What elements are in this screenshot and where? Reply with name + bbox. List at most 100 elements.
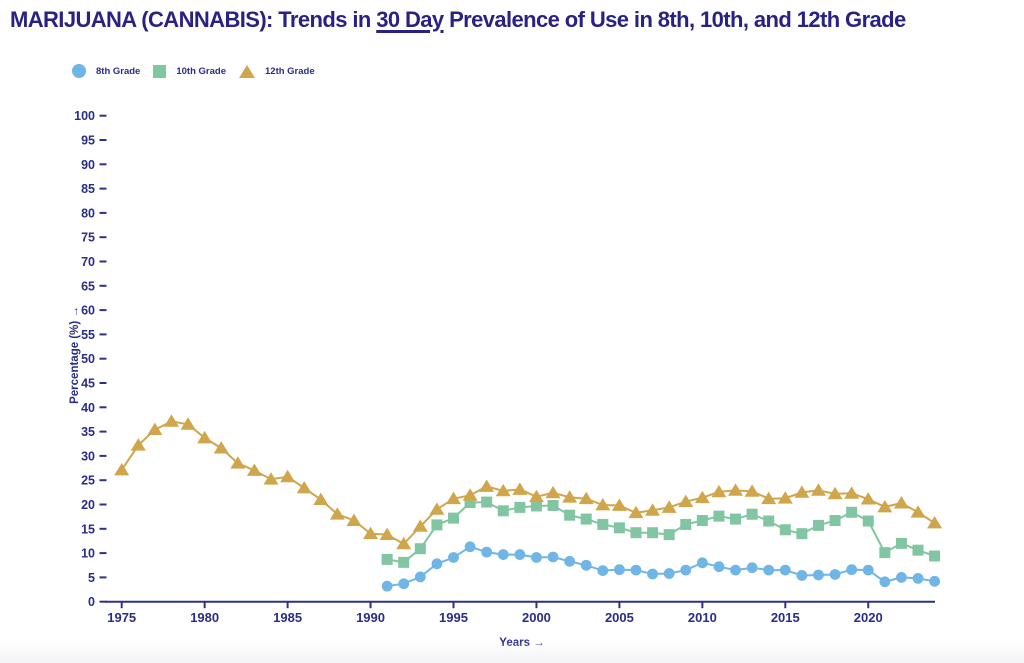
data-point-triangle <box>396 536 412 550</box>
data-point-triangle <box>446 491 461 505</box>
data-point-circle <box>431 558 443 570</box>
data-point-circle <box>514 549 526 560</box>
y-tick-label: 20 <box>81 498 95 512</box>
data-point-triangle <box>910 505 926 518</box>
data-point-triangle <box>711 484 727 498</box>
y-axis-label: Percentage (%) → <box>69 306 81 404</box>
legend-item-8th-grade: 8th Grade <box>72 64 140 78</box>
y-tick-label: 85 <box>81 182 95 196</box>
data-point-circle <box>597 565 609 576</box>
circle-marker-icon <box>72 64 86 78</box>
legend-item-12th-grade: 12th Grade <box>239 64 315 78</box>
data-point-circle <box>414 571 426 583</box>
x-tick-label: 1975 <box>107 610 136 625</box>
data-point-triangle <box>877 499 893 513</box>
data-point-triangle <box>827 486 843 500</box>
data-point-circle <box>862 564 874 576</box>
data-point-square <box>530 500 542 512</box>
chart-legend: 8th Grade 10th Grade 12th Grade <box>72 64 315 78</box>
data-point-circle <box>896 572 907 583</box>
data-point-circle <box>713 561 725 573</box>
data-point-triangle <box>280 469 296 483</box>
data-point-triangle <box>346 513 362 526</box>
x-tick-label: 2005 <box>605 610 634 625</box>
y-tick-label: 65 <box>81 279 95 293</box>
data-point-square <box>812 519 824 531</box>
data-point-square <box>829 515 841 527</box>
y-tick-label: 95 <box>81 134 95 148</box>
data-point-square <box>647 527 659 539</box>
data-point-triangle <box>213 441 229 454</box>
data-point-square <box>846 506 858 518</box>
data-point-triangle <box>645 503 661 516</box>
data-point-square <box>763 515 775 527</box>
data-point-square <box>431 519 443 531</box>
data-point-circle <box>680 564 692 576</box>
y-tick-label: 60 <box>81 304 95 318</box>
data-point-circle <box>696 557 708 569</box>
title-prefix: MARIJUANA (CANNABIS): Trends in <box>10 7 377 32</box>
y-tick-label: 75 <box>81 231 95 245</box>
data-point-square <box>680 518 692 530</box>
legend-label: 12th Grade <box>265 65 315 77</box>
data-point-triangle <box>628 505 644 519</box>
data-point-triangle <box>263 472 279 485</box>
data-point-triangle <box>678 494 694 507</box>
data-point-circle <box>630 564 642 576</box>
data-point-triangle <box>130 438 146 451</box>
y-tick-label: 55 <box>81 328 95 342</box>
data-point-triangle <box>810 483 826 496</box>
data-point-triangle <box>777 491 793 504</box>
data-point-square <box>746 508 758 520</box>
y-tick-label: 100 <box>74 109 95 123</box>
y-tick-label: 10 <box>81 547 95 561</box>
y-tick-label: 30 <box>81 449 95 463</box>
data-point-square <box>929 550 941 562</box>
data-point-square <box>696 515 708 527</box>
data-point-circle <box>580 559 592 571</box>
legend-item-10th-grade: 10th Grade <box>153 64 226 78</box>
data-point-square <box>796 528 808 540</box>
square-marker-icon <box>153 64 167 78</box>
data-point-triangle <box>329 507 345 520</box>
data-point-triangle <box>197 430 213 444</box>
triangle-marker-icon <box>239 64 255 78</box>
y-tick-label: 45 <box>81 377 95 391</box>
data-point-triangle <box>595 497 611 511</box>
y-tick-label: 80 <box>81 206 95 220</box>
x-tick-label: 1990 <box>356 610 385 625</box>
data-point-triangle <box>528 489 544 503</box>
data-point-triangle <box>661 500 677 513</box>
data-point-circle <box>381 580 393 592</box>
data-point-triangle <box>296 480 312 494</box>
series-line-8th-grade <box>386 545 935 588</box>
data-point-triangle <box>694 490 710 504</box>
data-point-triangle <box>860 492 876 505</box>
data-point-triangle <box>114 462 130 476</box>
series-line-12th-grade <box>120 420 936 546</box>
data-point-triangle <box>429 502 445 515</box>
data-point-triangle <box>412 519 428 532</box>
data-point-circle <box>614 564 625 576</box>
y-tick-label: 35 <box>81 425 95 439</box>
data-point-circle <box>846 564 858 576</box>
data-point-circle <box>497 549 509 560</box>
data-point-square <box>580 513 592 525</box>
x-tick-label: 2000 <box>522 610 551 625</box>
data-point-circle <box>564 555 576 567</box>
data-point-square <box>879 547 891 559</box>
data-point-circle <box>746 562 758 574</box>
y-tick-label: 0 <box>88 595 95 609</box>
data-point-square <box>613 522 625 534</box>
data-point-square <box>895 537 907 549</box>
data-point-circle <box>929 575 941 587</box>
data-point-square <box>398 556 410 568</box>
x-tick-label: 2020 <box>854 610 883 625</box>
y-tick-label: 40 <box>81 401 95 415</box>
data-point-square <box>663 529 675 541</box>
y-tick-label: 25 <box>81 474 95 488</box>
data-point-triangle <box>379 527 395 541</box>
data-point-triangle <box>893 496 909 509</box>
data-point-square <box>713 510 725 522</box>
x-tick-label: 1995 <box>439 610 468 625</box>
